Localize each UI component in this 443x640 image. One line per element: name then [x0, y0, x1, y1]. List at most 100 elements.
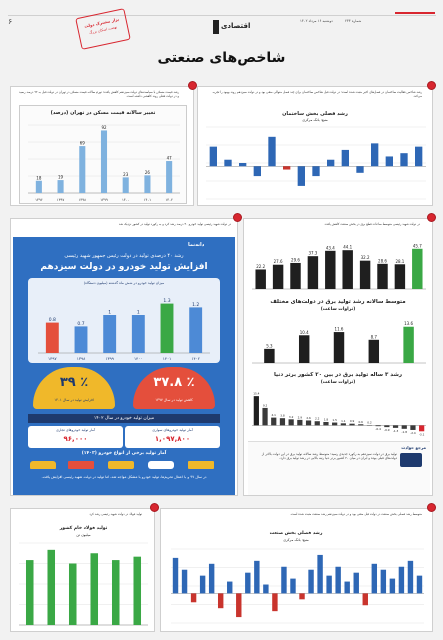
- panel-caption: تولید فولاد در دولت شهید رئیسی رشد کرد: [89, 512, 142, 516]
- data-label: 2.9: [298, 415, 303, 419]
- bar: [342, 250, 353, 289]
- electricity-world-chart: 15.4 9.2 4.1 3.8 3.2 2.9 2.6 2.2 1.8 1.5 1.1 0.9 0.6…: [252, 392, 426, 436]
- bar: [359, 260, 371, 289]
- panel-industry: متوسط رشد فصلی بخش صنعت در دولت قبل منفی…: [160, 508, 433, 632]
- bar: [190, 593, 197, 603]
- bar: [305, 420, 312, 426]
- data-label: 29.6: [291, 257, 300, 262]
- bar: [403, 326, 414, 363]
- page-header: ۶ دوشنبه ۱۶ مرداد ۱۴۰۲ شماره ۲۳۳ اقتصادی…: [0, 0, 443, 70]
- bar: [385, 156, 393, 167]
- stat-commercial-value: ۹۶,۰۰۰: [63, 435, 88, 443]
- chart-subtitle: میلیون تن: [76, 533, 91, 537]
- bar: [415, 146, 423, 167]
- bar: [25, 560, 34, 625]
- bar: [74, 326, 88, 353]
- bar: [255, 269, 266, 289]
- panel-construction: رشد شاخص فعالیت ساختمان در فصل‌های اخیر …: [197, 86, 433, 206]
- tick-label: ۱۴۰۱: [144, 198, 152, 202]
- bar: [410, 425, 416, 430]
- bar: [394, 264, 406, 289]
- bar: [172, 557, 179, 594]
- bar: [419, 425, 425, 432]
- data-label: 45.7: [413, 243, 422, 248]
- bar: [341, 149, 349, 167]
- bar: [308, 569, 314, 594]
- data-label: 32.2: [361, 255, 370, 260]
- band-title: میزان تولید خودرو در سال ۱۴۰۲: [28, 414, 220, 423]
- bar: [371, 143, 379, 167]
- data-label: 37.3: [308, 251, 317, 256]
- data-label: -3.1: [419, 432, 425, 436]
- data-label: 13.6: [404, 321, 413, 326]
- bar: [297, 419, 303, 426]
- stat-decrease: ۳۷.۸ ٪ کاهش تولید در سال ۱۳۹۷: [133, 367, 215, 409]
- stat-increase-label: افزایش تولید در سال ۱۴۰۱: [54, 398, 94, 402]
- data-label: 2.2: [315, 417, 320, 421]
- bar: [398, 566, 405, 594]
- bar: [253, 396, 259, 426]
- bar: [208, 563, 215, 594]
- bar: [133, 556, 142, 625]
- chart-title: رشد ۳ ساله تولید برق در بین ۲۰ کشور برتر…: [273, 372, 403, 378]
- bar: [144, 175, 151, 193]
- bar: [209, 146, 217, 167]
- car-infographic: دانه‌نما رشد ۴۰ درصدی تولید در دولت رئیس…: [13, 237, 235, 495]
- stat-commercial-label: آمار تولید خودروهای تجاری: [56, 428, 95, 432]
- bar: [57, 180, 64, 193]
- bar: [368, 339, 380, 363]
- data-label: 3.8: [280, 414, 285, 418]
- data-label: 27.6: [274, 259, 283, 264]
- bar: [290, 262, 301, 289]
- bar: [307, 256, 319, 289]
- data-label: 28.6: [378, 258, 387, 263]
- construction-growth-chart: [206, 126, 426, 200]
- bar: [166, 161, 173, 193]
- bar: [325, 250, 336, 289]
- data-label: 4.1: [272, 413, 277, 417]
- bar: [375, 425, 381, 427]
- tick-label: ۱۳۹۹: [105, 356, 114, 361]
- data-label: -1.3: [393, 429, 399, 433]
- bar: [323, 421, 329, 426]
- data-label: 8.7: [371, 334, 378, 339]
- bar: [90, 553, 99, 625]
- bar: [333, 332, 345, 363]
- data-label: 5.3: [266, 343, 273, 348]
- bar: [227, 581, 233, 594]
- bar: [314, 421, 320, 426]
- publication-logo: اقتصادی: [213, 18, 255, 38]
- stat-passenger: آمار تولید خودروهای سواری ۱,۰۹۷,۸۰۰: [125, 426, 220, 448]
- bar: [335, 566, 341, 594]
- electricity-govt-chart: 5.3 10.4 11.6 8.7 13.6: [252, 321, 426, 364]
- data-label: 1: [137, 310, 140, 316]
- bar: [268, 136, 276, 167]
- pin-icon: [427, 503, 436, 512]
- chart-subtitle: منبع: بانک مرکزی: [302, 118, 328, 122]
- data-label: 23: [123, 172, 129, 177]
- tick-label: ۱۳۹۶: [35, 198, 43, 202]
- car-production-chart: 0.8 ۱۳۹۷ 0.7 ۱۳۹۸ 1 ۱۳۹۹ 1 ۱۴۰۰ 1.3 ۱۴۰۱ 1.2 ۱۴۰۲: [38, 298, 210, 361]
- note-text: تولید برق در دولت سیزدهم به رکورد جدیدی …: [261, 452, 397, 461]
- data-label: 2.6: [306, 416, 311, 420]
- tick-label: ۱۳۹۹: [100, 198, 108, 202]
- bar: [412, 248, 423, 289]
- bar: [332, 422, 338, 426]
- brand-label: دانه‌نما: [188, 242, 205, 248]
- bar: [264, 348, 275, 363]
- van-icon: [148, 461, 174, 469]
- logo-text: اقتصادی: [221, 22, 251, 30]
- page-title: شاخص‌های صنعتی: [157, 50, 286, 66]
- bar: [103, 315, 117, 353]
- bar: [111, 560, 120, 625]
- panel-electricity: در دولت شهید رئیسی متوسط ساعات قطع برق د…: [243, 218, 433, 496]
- bar: [272, 593, 278, 612]
- data-label: 1.5: [332, 418, 337, 422]
- data-label: 26: [145, 170, 151, 175]
- chart-title: رشد فصلی بخش صنعت: [269, 531, 323, 536]
- note-emblem-icon: [400, 453, 422, 467]
- truck-icon: [68, 461, 94, 469]
- data-label: 1: [108, 310, 111, 316]
- bar: [326, 575, 332, 594]
- bar: [389, 578, 396, 594]
